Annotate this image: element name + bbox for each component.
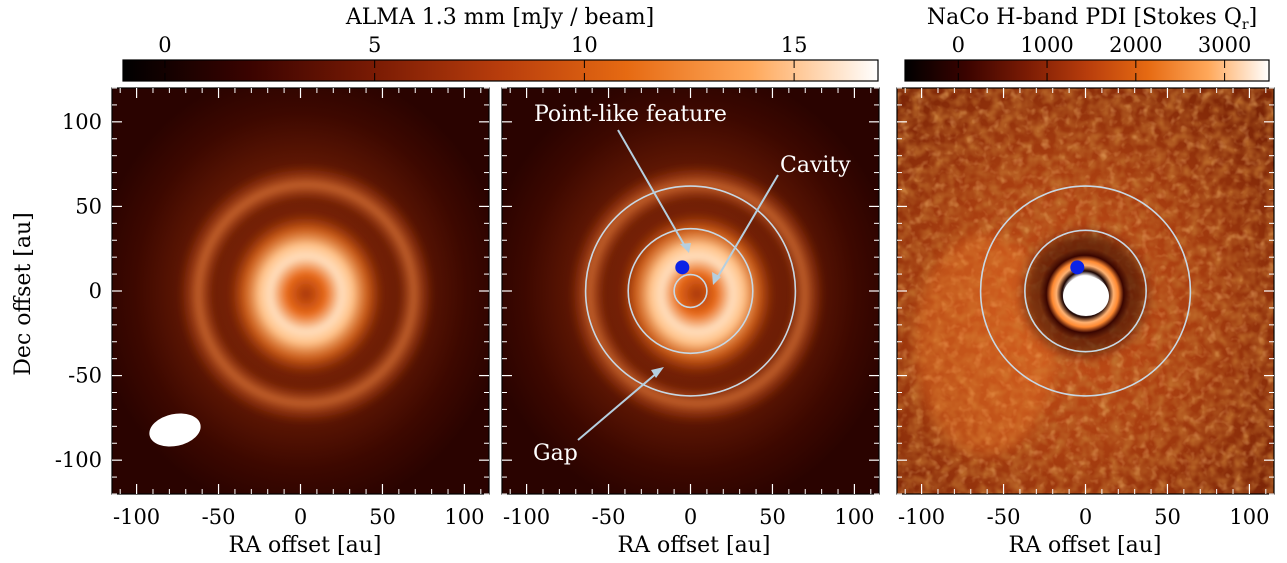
panel-alma-inner-ring [228, 212, 384, 376]
annotation-circle [1024, 229, 1147, 353]
annotation-circle [673, 273, 708, 309]
colorbar-naco-label-sub: r [1242, 17, 1249, 33]
colorbar-tick-label: 10 [571, 33, 598, 57]
colorbar-tick-label: 0 [158, 33, 171, 57]
panel2-circles [584, 185, 797, 397]
x-tick-label: 100 [834, 505, 874, 529]
x-tick-label: -50 [987, 505, 1021, 529]
panel2-inner-ring [619, 212, 775, 376]
arrowhead-point-like-feature [680, 243, 691, 253]
x-tick-label: 50 [1154, 505, 1181, 529]
x-tick-label: 100 [1229, 505, 1269, 529]
panel-alma [111, 87, 490, 495]
arrowhead-cavity [712, 272, 721, 285]
colorbar-tick-label: 5 [368, 33, 381, 57]
x-tick-label: -50 [592, 505, 626, 529]
y-tick-label: -100 [55, 448, 102, 472]
colorbar-alma-label: ALMA 1.3 mm [mJy / beam] [345, 5, 654, 30]
colorbar-naco: NaCo H-band PDI [Stokes Qr] 0 1000 2000 300… [904, 5, 1270, 82]
x-tick-label: -50 [202, 505, 236, 529]
annotation-cavity: Cavity [780, 153, 851, 178]
x-tick-label: -100 [898, 505, 945, 529]
x-tick-label: 0 [684, 505, 697, 529]
x-tick-label: 50 [369, 505, 396, 529]
y-tick-label: 50 [75, 194, 102, 218]
x-axis-label-panel3: RA offset [au] [1009, 533, 1162, 558]
x-axis-label-panel2: RA offset [au] [618, 533, 771, 558]
x-tick-label: -100 [113, 505, 160, 529]
x-tick-label: 0 [294, 505, 307, 529]
colorbar-alma-tick-labels: 0 5 10 15 [158, 33, 807, 57]
x-tick-label: 0 [1079, 505, 1092, 529]
colorbar-tick-label: 2000 [1109, 33, 1162, 57]
panel3-bright-lobe [915, 235, 1055, 455]
annotation-point-like-feature: Point-like feature [534, 102, 727, 127]
x-tick-label: -100 [503, 505, 550, 529]
colorbar-naco-label: NaCo H-band PDI [Stokes Qr] [927, 5, 1257, 33]
colorbar-naco-bar [904, 59, 1270, 82]
arrow-cavity [715, 174, 779, 281]
arrow-point-like-feature [617, 129, 687, 249]
arrow-gap [577, 371, 659, 441]
x-tick-label: 100 [444, 505, 484, 529]
x-tick-label: 50 [759, 505, 786, 529]
annotation-gap: Gap [533, 441, 578, 466]
colorbar-naco-ticks [957, 60, 1226, 81]
colorbar-alma: ALMA 1.3 mm [mJy / beam] 0 5 10 15 [122, 5, 879, 82]
x-axis-label-panel1: RA offset [au] [229, 533, 382, 558]
colorbar-naco-tick-labels: 0 1000 2000 3000 [952, 33, 1252, 57]
annotation-circle [584, 185, 797, 397]
panel3-mask [1063, 276, 1109, 316]
colorbar-alma-ticks [164, 60, 795, 81]
panel3-circles [979, 185, 1192, 397]
y-tick-label: 0 [89, 279, 102, 303]
panel-alma-annotated [502, 88, 879, 494]
annotation-circle [979, 185, 1192, 397]
colorbar-naco-label-main: NaCo H-band PDI [Stokes Q [927, 5, 1242, 30]
y-axis-label: Dec offset [au] [11, 212, 36, 375]
colorbar-alma-bar [122, 59, 879, 82]
y-tick-label: -50 [68, 364, 102, 388]
colorbar-tick-label: 0 [952, 33, 965, 57]
colorbar-tick-label: 15 [781, 33, 808, 57]
y-tick-label: 100 [62, 110, 102, 134]
panel-alma-beam [149, 413, 201, 447]
panel2-point-feature-marker [675, 260, 690, 275]
arrowhead-gap [651, 367, 664, 378]
panel-naco [897, 88, 1274, 494]
colorbar-tick-label: 1000 [1020, 33, 1073, 57]
colorbar-naco-label-end: ] [1249, 5, 1258, 30]
annotation-circle [627, 227, 754, 355]
colorbar-tick-label: 3000 [1198, 33, 1251, 57]
panel3-point-feature-marker [1070, 260, 1085, 275]
